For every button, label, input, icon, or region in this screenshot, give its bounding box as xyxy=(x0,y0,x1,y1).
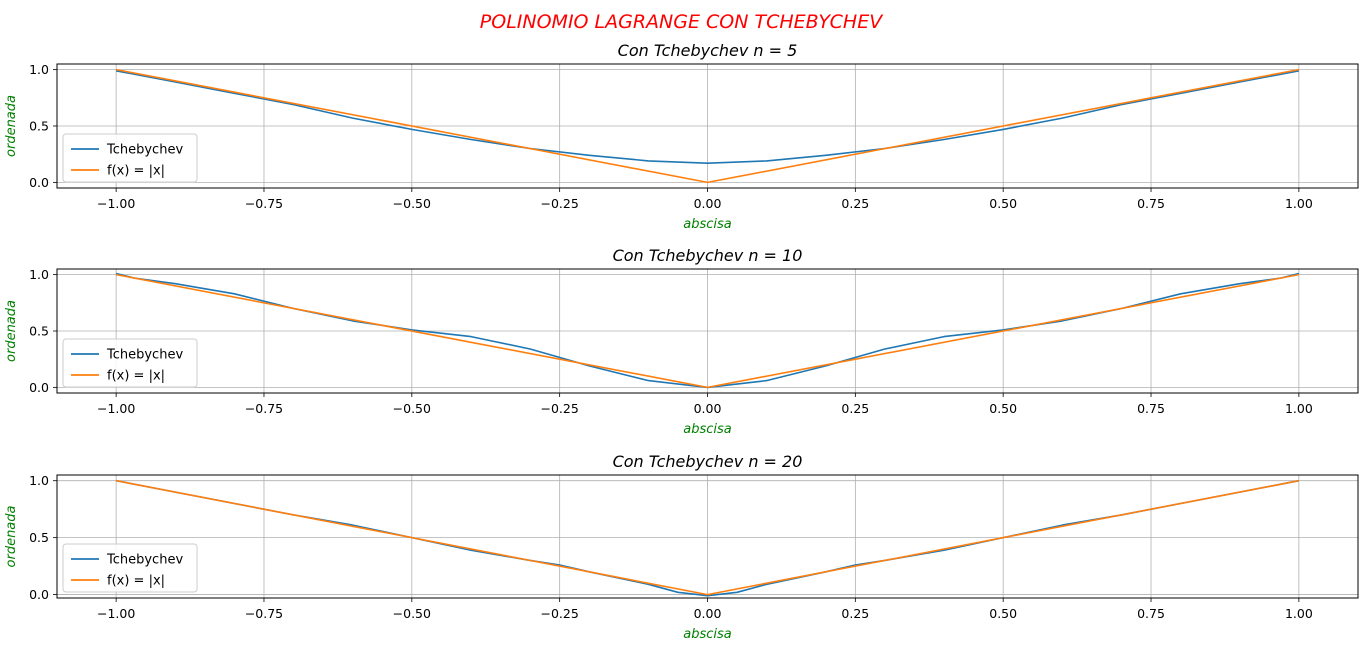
x-axis-ticks: −1.00 −0.75 −0.50 −0.25 0.00 0.25 0.50 0.75 1.00 xyxy=(97,598,1313,621)
y-tick-label: 1.0 xyxy=(29,62,49,77)
y-axis-label: ordenada xyxy=(4,505,19,567)
x-tick-label: 1.00 xyxy=(1285,196,1313,211)
series-layer xyxy=(115,479,1300,597)
x-tick-label: −1.00 xyxy=(97,196,135,211)
x-tick-label: −0.25 xyxy=(541,196,579,211)
x-tick-label: 0.75 xyxy=(1137,196,1165,211)
x-axis-ticks: −1.00 −0.75 −0.50 −0.25 0.00 0.25 0.50 0.75 1.00 xyxy=(97,393,1313,416)
legend: Tchebychev f(x) = |x| xyxy=(62,543,198,593)
subplot-title: Con Tchebychev n = 10 xyxy=(613,246,803,265)
series-layer xyxy=(115,272,1300,389)
x-tick-label: 0.00 xyxy=(694,401,722,416)
x-tick-label: −0.75 xyxy=(245,606,283,621)
x-axis-label: abscisa xyxy=(683,627,732,642)
x-tick-label: −1.00 xyxy=(97,606,135,621)
subplot-title-prefix: Con Tchebychev xyxy=(613,246,749,265)
series-line-tchebychev xyxy=(115,70,1300,164)
x-tick-label: −0.75 xyxy=(245,401,283,416)
subplot-title-prefix: Con Tchebychev xyxy=(618,41,754,60)
series-line-abs xyxy=(115,479,1300,596)
x-tick-label: −0.50 xyxy=(393,196,431,211)
legend-label-tchebychev: Tchebychev xyxy=(106,143,183,158)
x-tick-label: 0.25 xyxy=(841,196,869,211)
subplot-n20: −1.00 −0.75 −0.50 −0.25 0.00 0.25 0.50 0.75 1.00… xyxy=(4,452,1359,642)
y-tick-label: 1.0 xyxy=(29,267,49,282)
series-layer xyxy=(115,68,1300,184)
y-tick-label: 0.5 xyxy=(29,324,49,339)
x-tick-label: 1.00 xyxy=(1285,606,1313,621)
y-axis-label: ordenada xyxy=(4,95,19,157)
x-tick-label: 0.50 xyxy=(989,196,1017,211)
legend-label-tchebychev: Tchebychev xyxy=(106,348,183,363)
x-tick-label: 0.25 xyxy=(841,606,869,621)
x-tick-label: −0.75 xyxy=(245,196,283,211)
subplot-title: Con Tchebychev n = 5 xyxy=(618,41,798,60)
x-axis-ticks: −1.00 −0.75 −0.50 −0.25 0.00 0.25 0.50 0.75 1.00 xyxy=(97,188,1313,211)
x-tick-label: −0.50 xyxy=(393,606,431,621)
x-axis-label: abscisa xyxy=(683,422,732,437)
x-tick-label: −0.25 xyxy=(541,401,579,416)
series-line-abs xyxy=(115,273,1300,389)
y-tick-label: 0.5 xyxy=(29,119,49,134)
y-tick-label: 0.0 xyxy=(29,587,49,602)
x-tick-label: 0.50 xyxy=(989,401,1017,416)
grid xyxy=(57,269,1358,393)
x-tick-label: 0.00 xyxy=(694,606,722,621)
x-tick-label: −0.50 xyxy=(393,401,431,416)
subplot-n10: −1.00 −0.75 −0.50 −0.25 0.00 0.25 0.50 0.75 1.00… xyxy=(4,246,1359,437)
subplot-title-math: n = 5 xyxy=(753,41,797,60)
subplot-title-math: n = 20 xyxy=(748,452,802,471)
x-tick-label: −1.00 xyxy=(97,401,135,416)
grid xyxy=(57,475,1358,598)
subplot-n5: −1.00 −0.75 −0.50 −0.25 0.00 0.25 0.50 0.75 1.00… xyxy=(4,41,1359,232)
subplot-title: Con Tchebychev n = 20 xyxy=(613,452,803,471)
y-axis-ticks: 0.0 0.5 1.0 xyxy=(29,473,57,602)
x-tick-label: 0.50 xyxy=(989,606,1017,621)
grid xyxy=(57,64,1358,188)
legend: Tchebychev f(x) = |x| xyxy=(62,133,198,183)
y-tick-label: 0.0 xyxy=(29,175,49,190)
y-tick-label: 0.0 xyxy=(29,380,49,395)
x-tick-label: 0.75 xyxy=(1137,606,1165,621)
legend-label-tchebychev: Tchebychev xyxy=(106,553,183,568)
x-tick-label: −0.25 xyxy=(541,606,579,621)
y-axis-label: ordenada xyxy=(4,300,19,362)
y-tick-label: 1.0 xyxy=(29,473,49,488)
series-line-abs xyxy=(115,68,1300,184)
legend-label-abs: f(x) = |x| xyxy=(107,574,165,589)
y-tick-label: 0.5 xyxy=(29,530,49,545)
y-axis-ticks: 0.0 0.5 1.0 xyxy=(29,62,57,190)
series-line-tchebychev xyxy=(115,479,1300,597)
legend: Tchebychev f(x) = |x| xyxy=(62,338,198,388)
legend-label-abs: f(x) = |x| xyxy=(107,369,165,384)
x-axis-label: abscisa xyxy=(683,217,732,232)
x-tick-label: 0.00 xyxy=(694,196,722,211)
figure-suptitle: POLINOMIO LAGRANGE CON TCHEBYCHEV xyxy=(480,11,884,33)
subplot-title-prefix: Con Tchebychev xyxy=(613,452,749,471)
subplot-title-math: n = 10 xyxy=(748,246,802,265)
x-tick-label: 0.75 xyxy=(1137,401,1165,416)
x-tick-label: 1.00 xyxy=(1285,401,1313,416)
legend-label-abs: f(x) = |x| xyxy=(107,164,165,179)
x-tick-label: 0.25 xyxy=(841,401,869,416)
y-axis-ticks: 0.0 0.5 1.0 xyxy=(29,267,57,395)
